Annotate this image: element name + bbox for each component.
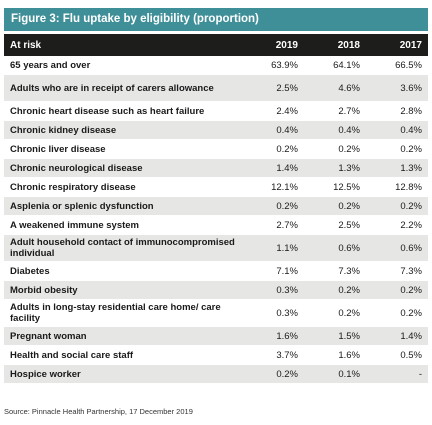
row-label: A weakened immune system bbox=[4, 215, 242, 235]
value-2017: 2.2% bbox=[366, 215, 428, 235]
value-2017: 0.2% bbox=[366, 196, 428, 216]
value-2018: 12.5% bbox=[304, 177, 366, 197]
value-2018: 4.6% bbox=[304, 74, 366, 102]
table-row: Adults in long-stay residential care hom… bbox=[4, 299, 428, 327]
value-2017: 1.4% bbox=[366, 326, 428, 346]
value-2018: 0.2% bbox=[304, 299, 366, 327]
value-2019: 1.6% bbox=[242, 326, 304, 346]
source-note: Source: Pinnacle Health Partnership, 17 … bbox=[4, 407, 193, 416]
value-2017: 3.6% bbox=[366, 74, 428, 102]
value-2019: 12.1% bbox=[242, 177, 304, 197]
table-row: Morbid obesity 0.3% 0.2% 0.2% bbox=[4, 280, 428, 300]
value-2018: 0.4% bbox=[304, 120, 366, 140]
value-2018: 64.1% bbox=[304, 56, 366, 75]
value-2019: 0.3% bbox=[242, 299, 304, 327]
table-row: Health and social care staff 3.7% 1.6% 0.5% bbox=[4, 345, 428, 365]
value-2018: 0.2% bbox=[304, 280, 366, 300]
value-2018: 1.6% bbox=[304, 345, 366, 365]
value-2017: 1.3% bbox=[366, 158, 428, 178]
row-label: Adult household contact of immunocomprom… bbox=[4, 234, 242, 262]
value-2017: 0.4% bbox=[366, 120, 428, 140]
row-label: Chronic heart disease such as heart fail… bbox=[4, 101, 242, 121]
header-year-2017: 2017 bbox=[366, 34, 428, 56]
table-row: Adults who are in receipt of carers allo… bbox=[4, 74, 428, 102]
row-label: 65 years and over bbox=[4, 56, 242, 75]
value-2019: 1.1% bbox=[242, 234, 304, 262]
value-2017: 66.5% bbox=[366, 56, 428, 75]
value-2019: 0.2% bbox=[242, 364, 304, 384]
value-2018: 0.1% bbox=[304, 364, 366, 384]
value-2019: 7.1% bbox=[242, 261, 304, 281]
row-label: Asplenia or splenic dysfunction bbox=[4, 196, 242, 216]
row-label: Pregnant woman bbox=[4, 326, 242, 346]
value-2017: 0.5% bbox=[366, 345, 428, 365]
row-label: Chronic kidney disease bbox=[4, 120, 242, 140]
table-row: Pregnant woman 1.6% 1.5% 1.4% bbox=[4, 326, 428, 346]
value-2018: 7.3% bbox=[304, 261, 366, 281]
row-label: Chronic neurological disease bbox=[4, 158, 242, 178]
value-2017: - bbox=[366, 364, 428, 384]
table-row: Chronic kidney disease 0.4% 0.4% 0.4% bbox=[4, 120, 428, 140]
value-2019: 0.2% bbox=[242, 139, 304, 159]
table-row: Chronic respiratory disease 12.1% 12.5% 12.… bbox=[4, 177, 428, 197]
row-label: Adults in long-stay residential care hom… bbox=[4, 299, 242, 327]
table-row: Chronic liver disease 0.2% 0.2% 0.2% bbox=[4, 139, 428, 159]
row-label: Morbid obesity bbox=[4, 280, 242, 300]
table-row: Chronic neurological disease 1.4% 1.3% 1.3% bbox=[4, 158, 428, 178]
table-row: Adult household contact of immunocomprom… bbox=[4, 234, 428, 262]
value-2019: 0.4% bbox=[242, 120, 304, 140]
figure-title: Figure 3: Flu uptake by eligibility (pro… bbox=[4, 8, 428, 31]
value-2018: 2.5% bbox=[304, 215, 366, 235]
value-2019: 1.4% bbox=[242, 158, 304, 178]
table-row: 65 years and over 63.9% 64.1% 66.5% bbox=[4, 56, 428, 75]
value-2019: 2.4% bbox=[242, 101, 304, 121]
value-2017: 7.3% bbox=[366, 261, 428, 281]
header-year-2019: 2019 bbox=[242, 34, 304, 56]
table-row: Diabetes 7.1% 7.3% 7.3% bbox=[4, 261, 428, 281]
header-at-risk: At risk bbox=[4, 34, 242, 56]
value-2018: 0.2% bbox=[304, 196, 366, 216]
table-row: Asplenia or splenic dysfunction 0.2% 0.2% 0… bbox=[4, 196, 428, 216]
value-2019: 0.3% bbox=[242, 280, 304, 300]
table-row: Chronic heart disease such as heart fail… bbox=[4, 101, 428, 121]
value-2017: 0.2% bbox=[366, 139, 428, 159]
value-2019: 3.7% bbox=[242, 345, 304, 365]
value-2017: 0.2% bbox=[366, 299, 428, 327]
header-year-2018: 2018 bbox=[304, 34, 366, 56]
value-2018: 2.7% bbox=[304, 101, 366, 121]
table-header-row: At risk 2019 2018 2017 bbox=[4, 34, 428, 56]
value-2018: 0.2% bbox=[304, 139, 366, 159]
table-row: Hospice worker 0.2% 0.1% - bbox=[4, 364, 428, 384]
row-label: Diabetes bbox=[4, 261, 242, 281]
uptake-table: At risk 2019 2018 2017 65 years and over… bbox=[4, 34, 428, 384]
row-label: Chronic liver disease bbox=[4, 139, 242, 159]
value-2019: 2.7% bbox=[242, 215, 304, 235]
value-2017: 0.2% bbox=[366, 280, 428, 300]
figure: Figure 3: Flu uptake by eligibility (pro… bbox=[4, 8, 428, 384]
row-label: Hospice worker bbox=[4, 364, 242, 384]
row-label: Adults who are in receipt of carers allo… bbox=[4, 74, 242, 102]
value-2019: 2.5% bbox=[242, 74, 304, 102]
row-label: Health and social care staff bbox=[4, 345, 242, 365]
value-2017: 2.8% bbox=[366, 101, 428, 121]
value-2018: 0.6% bbox=[304, 234, 366, 262]
table-row: A weakened immune system 2.7% 2.5% 2.2% bbox=[4, 215, 428, 235]
value-2019: 0.2% bbox=[242, 196, 304, 216]
row-label: Chronic respiratory disease bbox=[4, 177, 242, 197]
value-2017: 12.8% bbox=[366, 177, 428, 197]
value-2018: 1.3% bbox=[304, 158, 366, 178]
value-2018: 1.5% bbox=[304, 326, 366, 346]
value-2017: 0.6% bbox=[366, 234, 428, 262]
value-2019: 63.9% bbox=[242, 56, 304, 75]
